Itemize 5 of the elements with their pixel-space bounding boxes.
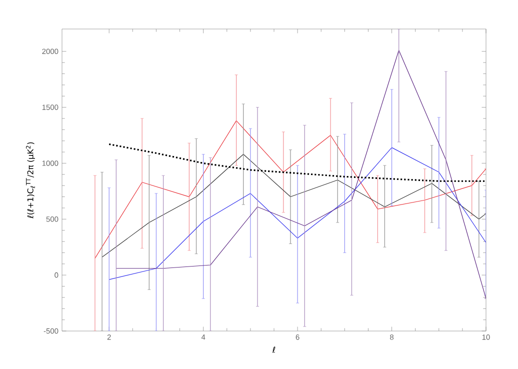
line-series: [108, 147, 486, 280]
line-series: [108, 143, 486, 182]
line-series: [102, 154, 486, 258]
line-series: [116, 50, 486, 299]
line-series: [94, 120, 486, 259]
